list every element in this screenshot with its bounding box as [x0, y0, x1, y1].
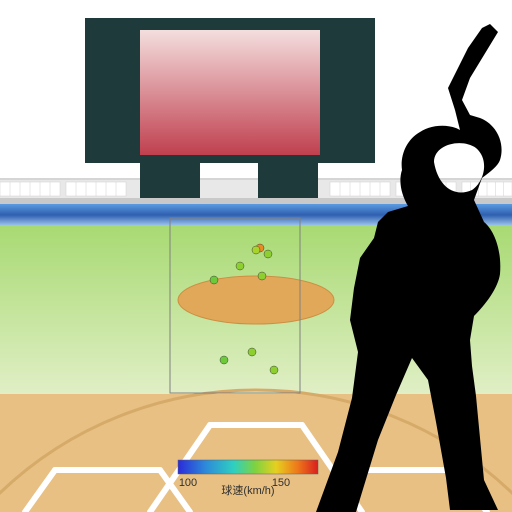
- pitch-marker: [264, 250, 272, 258]
- pitch-marker: [220, 356, 228, 364]
- speed-colorbar: [178, 460, 318, 474]
- pitch-marker: [270, 366, 278, 374]
- pitch-marker: [248, 348, 256, 356]
- pitch-marker: [210, 276, 218, 284]
- pitch-marker: [252, 246, 260, 254]
- colorbar-label: 球速(km/h): [221, 483, 274, 497]
- pitch-marker: [258, 272, 266, 280]
- scoreboard-leg: [258, 163, 318, 198]
- scoreboard-leg: [140, 163, 200, 198]
- colorbar-tick: 100: [179, 477, 197, 489]
- pitchers-mound: [178, 276, 334, 324]
- scoreboard-screen: [140, 30, 320, 155]
- pitch-marker: [236, 262, 244, 270]
